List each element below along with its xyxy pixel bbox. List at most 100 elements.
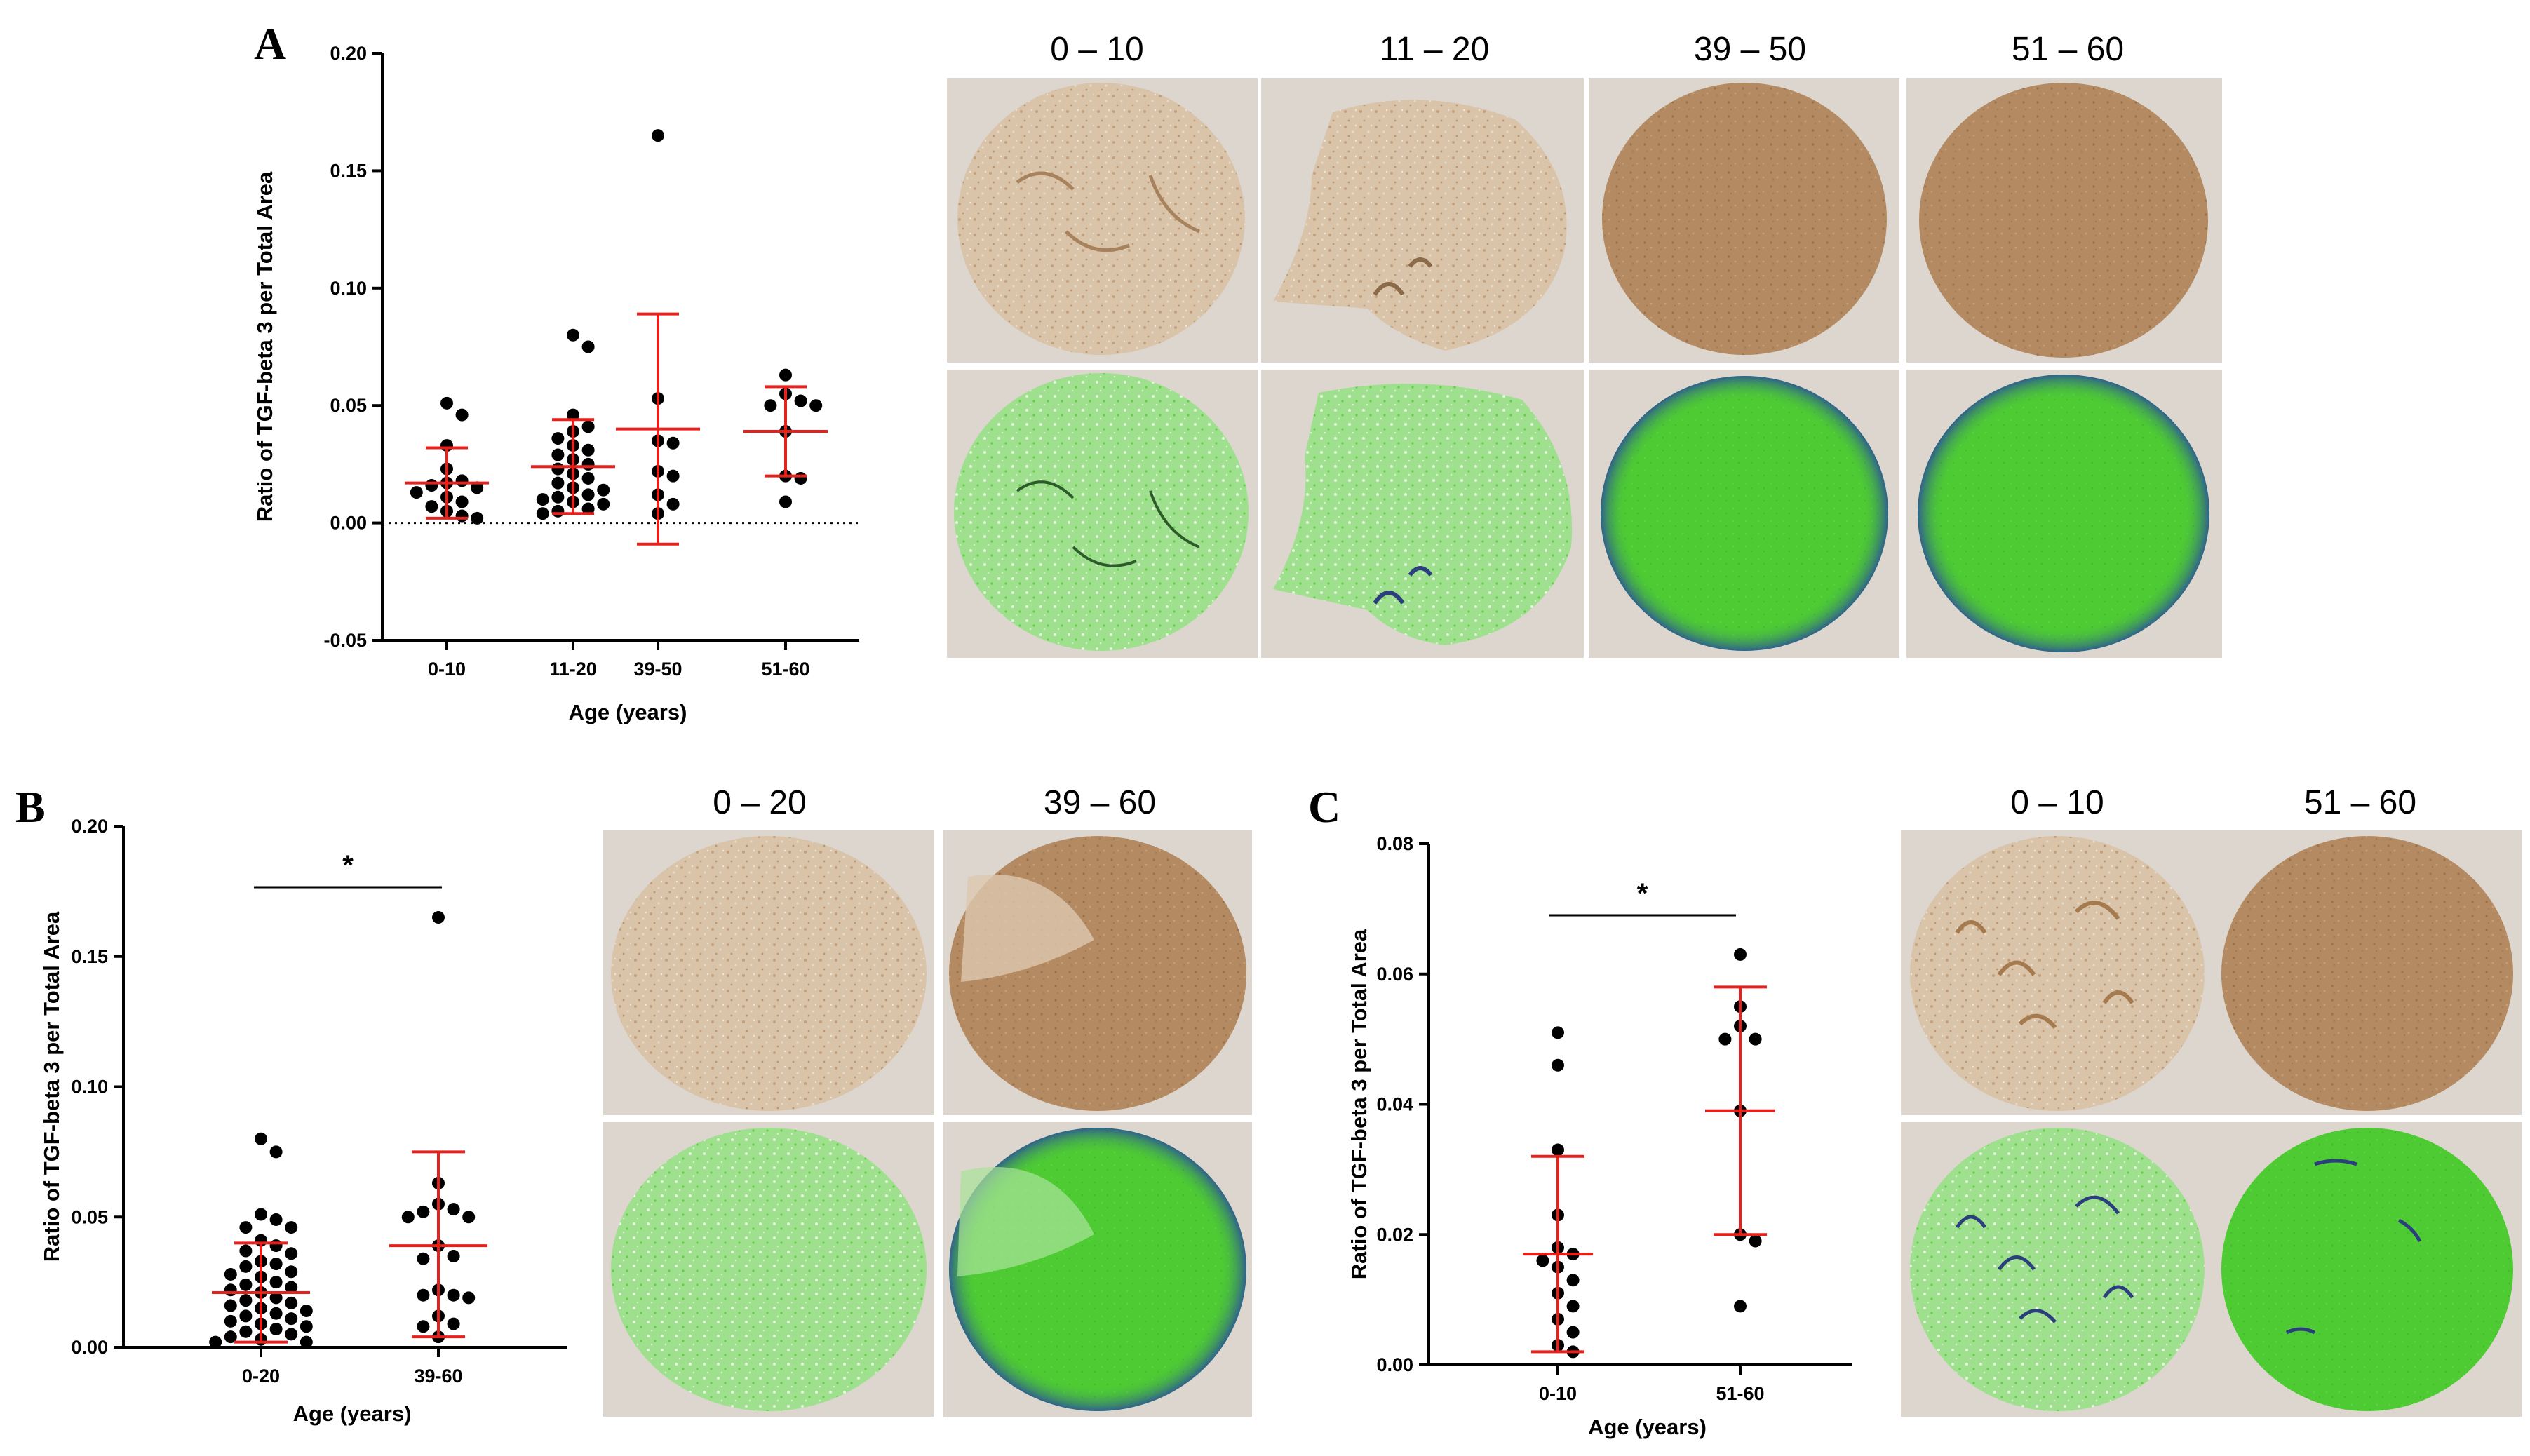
data-point — [551, 476, 565, 490]
data-point — [779, 368, 792, 382]
data-point — [764, 399, 777, 412]
data-point — [440, 396, 453, 410]
micrograph-a-1-mask — [947, 370, 1258, 658]
data-point — [269, 1258, 283, 1271]
y-axis-title: Ratio of TGF-beta 3 per Total Area — [39, 911, 64, 1262]
data-point — [269, 1213, 283, 1226]
micrograph-grid-b: 0 – 20 39 – 60 — [603, 784, 1252, 1417]
image-group-label-a-2: 11 – 20 — [1380, 31, 1490, 68]
data-point — [285, 1281, 298, 1294]
data-point — [567, 328, 579, 342]
x-tick-label: 0-10 — [1539, 1383, 1577, 1404]
y-tick-label: 0.05 — [71, 1206, 108, 1227]
data-point — [239, 1278, 253, 1291]
data-point — [255, 1132, 267, 1145]
data-point — [551, 432, 565, 445]
data-point — [224, 1283, 237, 1297]
y-tick-label: 0.00 — [1376, 1354, 1413, 1375]
data-point — [581, 340, 595, 353]
data-point — [417, 1320, 430, 1333]
x-tick-label: 39-60 — [414, 1366, 462, 1387]
data-point — [1749, 1234, 1762, 1248]
data-point — [447, 1317, 460, 1330]
data-point — [300, 1320, 313, 1333]
panel-letter-b: B — [15, 782, 46, 832]
y-tick-label: 0.06 — [1376, 964, 1413, 985]
data-point — [1566, 1274, 1580, 1287]
y-tick-label: 0.02 — [1376, 1224, 1413, 1245]
data-point — [1552, 1143, 1564, 1157]
data-point — [239, 1260, 253, 1273]
micrograph-a-4-mask — [1906, 370, 2222, 658]
data-point — [269, 1291, 283, 1305]
data-point — [794, 471, 807, 485]
data-point — [285, 1221, 298, 1234]
micrograph-c-2-ihc — [2216, 830, 2522, 1115]
data-point — [224, 1330, 237, 1344]
data-point — [581, 471, 595, 485]
y-tick-label: 0.15 — [71, 946, 108, 967]
data-point — [417, 1288, 430, 1302]
image-group-label-a-1: 0 – 10 — [1050, 31, 1143, 68]
data-point — [536, 507, 549, 520]
micrograph-a-2-mask — [1261, 370, 1584, 658]
micrograph-b-2-ihc — [943, 830, 1252, 1115]
data-point — [462, 1291, 476, 1305]
y-tick-label: 0.00 — [330, 513, 367, 534]
chart-a: 0.20 0.15 0.10 0.05 0.00 -0.05 0-10 11-20 39-50 5… — [253, 43, 859, 724]
data-point — [551, 448, 565, 461]
micrograph-grid-c: 0 – 10 51 – 60 — [1901, 784, 2522, 1417]
data-point — [471, 511, 484, 525]
data-point — [652, 129, 664, 142]
data-point — [224, 1314, 237, 1328]
y-tick-label: 0.20 — [71, 816, 108, 837]
data-point — [536, 493, 549, 506]
chart-b: 0.20 0.15 0.10 0.05 0.00 0-20 39-60 Ratio of TG… — [39, 816, 567, 1426]
y-tick-label: -0.05 — [323, 630, 367, 651]
data-point — [551, 504, 565, 518]
data-point — [269, 1145, 283, 1159]
image-group-label-b-1: 0 – 20 — [713, 784, 806, 821]
data-point — [581, 488, 595, 501]
data-point — [447, 1288, 460, 1302]
data-point — [269, 1322, 283, 1335]
data-point — [239, 1294, 253, 1307]
data-point — [285, 1328, 298, 1341]
data-point — [551, 490, 565, 504]
data-point — [809, 399, 823, 412]
y-axis-title: Ratio of TGF-beta 3 per Total Area — [1347, 929, 1371, 1279]
y-tick-label: 0.20 — [330, 43, 367, 64]
x-tick-label: 51-60 — [1716, 1383, 1764, 1404]
x-tick-label: 11-20 — [549, 659, 597, 680]
data-point — [1566, 1326, 1580, 1339]
data-point — [581, 502, 595, 515]
significance-star: * — [342, 850, 354, 881]
data-point — [794, 394, 807, 407]
x-tick-label: 39-50 — [633, 659, 682, 680]
data-point — [581, 443, 595, 457]
data-point — [666, 497, 680, 511]
image-group-label-c-1: 0 – 10 — [2010, 784, 2104, 821]
image-group-label-b-2: 39 – 60 — [1044, 784, 1156, 821]
x-axis-title: Age (years) — [1588, 1415, 1707, 1439]
y-tick-label: 0.15 — [330, 160, 367, 181]
y-tick-label: 0.10 — [71, 1077, 108, 1098]
data-point — [417, 1252, 430, 1265]
data-point — [597, 497, 610, 511]
data-point — [1734, 1300, 1747, 1313]
data-point — [239, 1244, 253, 1258]
data-point — [269, 1276, 283, 1289]
data-point — [224, 1299, 237, 1312]
data-point — [1749, 1032, 1762, 1046]
data-point — [1552, 1026, 1564, 1039]
data-point — [410, 486, 423, 499]
data-point — [447, 1249, 460, 1262]
data-point — [447, 1203, 460, 1216]
x-axis-title: Age (years) — [293, 1401, 412, 1426]
y-tick-label: 0.10 — [330, 278, 367, 299]
chart-c: 0.08 0.06 0.04 0.02 0.00 0-10 51-60 Ratio of TG… — [1347, 833, 1852, 1439]
micrograph-a-4-ihc — [1906, 78, 2222, 363]
micrograph-b-1-ihc — [603, 830, 934, 1115]
y-tick-label: 0.04 — [1376, 1094, 1413, 1115]
